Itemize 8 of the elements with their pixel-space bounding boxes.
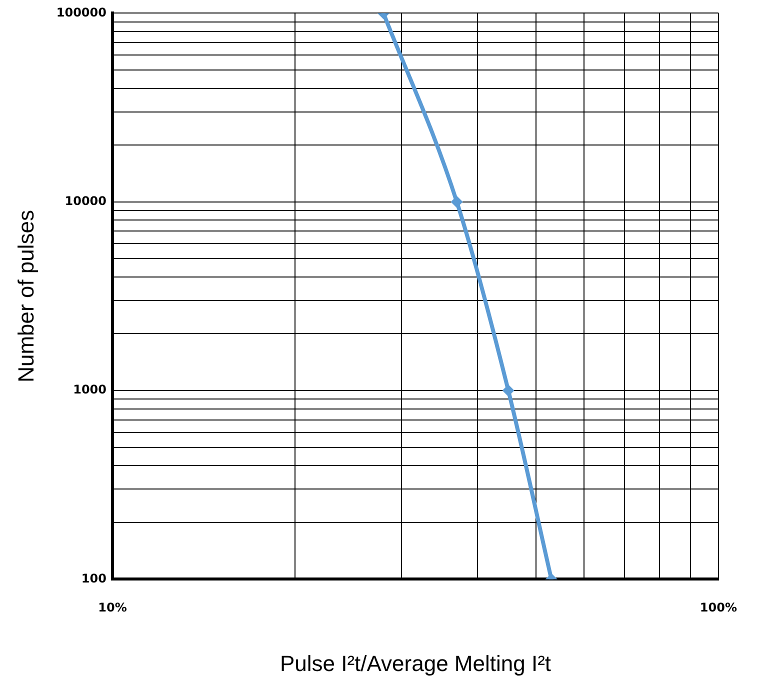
y-tick-label: 100 — [81, 571, 106, 586]
x-axis-title: Pulse I²t/Average Melting I²t — [280, 650, 552, 676]
x-tick-label: 10% — [98, 600, 127, 615]
x-tick-label: 100% — [700, 600, 738, 615]
y-tick-label: 10000 — [64, 194, 106, 208]
y-tick-label: 100000 — [56, 5, 106, 20]
y-tick-label: 1000 — [73, 382, 106, 397]
y-axis-title: Number of pulses — [13, 210, 38, 382]
